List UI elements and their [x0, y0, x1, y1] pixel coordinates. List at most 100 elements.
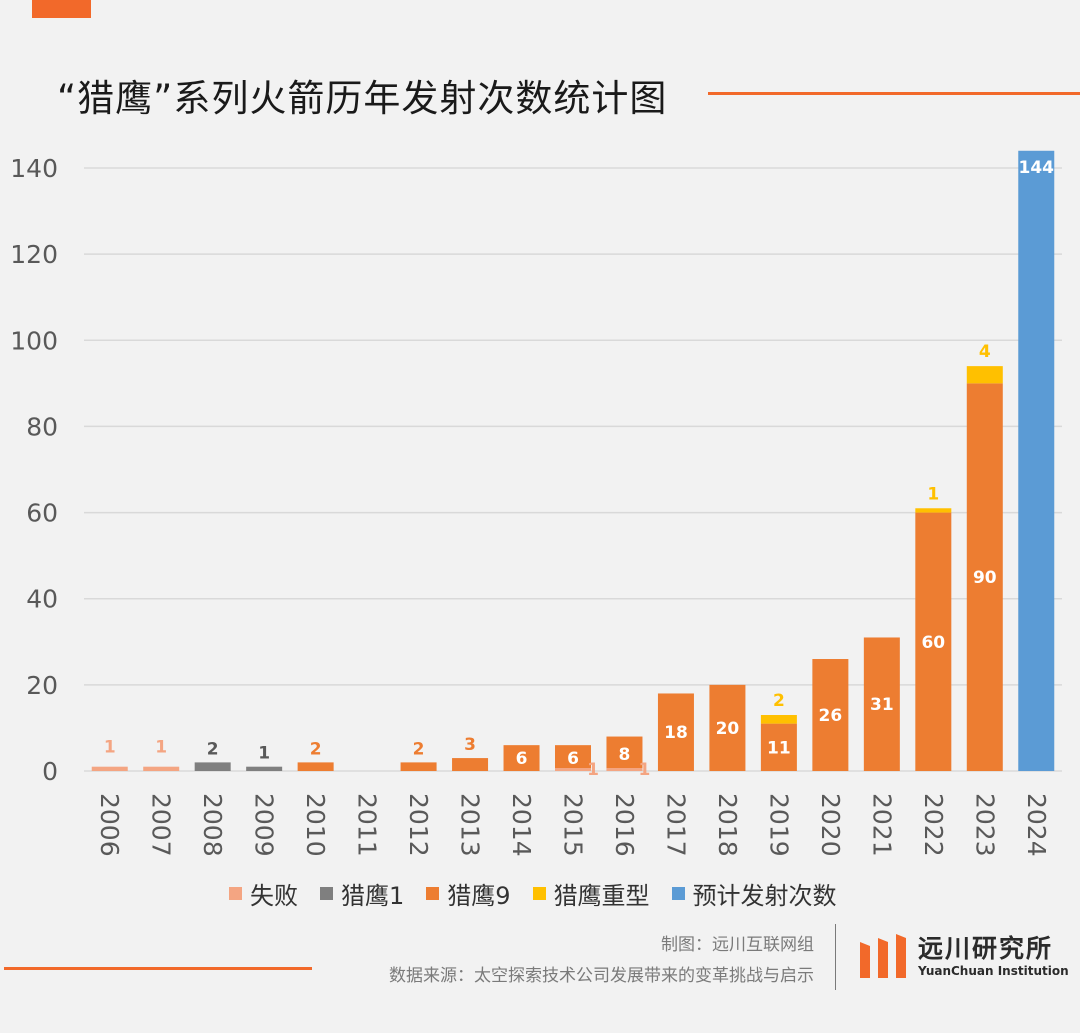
bar-falcon-heavy-2019	[760, 715, 797, 724]
x-tick-label: 2017	[661, 793, 690, 857]
legend-item-falcon9: 猎鹰9	[426, 876, 511, 911]
legend-item-falcon-heavy: 猎鹰重型	[532, 876, 650, 911]
chart-legend: 失败 猎鹰1 猎鹰9 猎鹰重型 预计发射次数	[229, 876, 859, 911]
data-label-falcon9: 11	[767, 738, 791, 758]
chart-title: “猎鹰”系列火箭历年发射次数统计图	[57, 77, 668, 120]
bar-forecast-2024	[1018, 150, 1055, 771]
x-tick-label: 2008	[198, 793, 227, 857]
data-label-failure: 1	[155, 738, 167, 758]
data-label-falcon-heavy: 1	[927, 484, 939, 504]
legend-swatch-falcon9	[426, 887, 440, 900]
yuanchuan-logo-icon	[860, 934, 906, 978]
legend-label-falcon-heavy: 猎鹰重型	[553, 882, 650, 910]
data-label-falcon9: 31	[870, 695, 894, 715]
title-rule	[708, 92, 1080, 95]
bar-failure-2016	[606, 768, 643, 771]
data-label-falcon1: 2	[207, 739, 219, 759]
bar-falcon9-2017	[657, 693, 694, 771]
y-tick-label: 0	[42, 757, 58, 786]
x-tick-label: 2014	[507, 793, 536, 857]
legend-swatch-falcon-heavy	[532, 887, 546, 900]
x-tick-label: 2015	[559, 793, 588, 857]
bar-falcon1-2008	[194, 762, 231, 771]
legend-label-falcon1: 猎鹰1	[341, 882, 405, 910]
data-label-falcon9: 3	[464, 735, 476, 755]
bar-falcon9-2015	[555, 745, 591, 771]
x-tick-label: 2022	[919, 793, 948, 857]
x-tick-label: 2010	[301, 793, 330, 857]
data-label-failure: 1	[104, 738, 116, 758]
bar-falcon9-2020	[812, 659, 849, 771]
data-label-falcon9: 6	[516, 749, 528, 769]
logo-name-cn: 远川研究所	[918, 934, 1054, 963]
data-label-falcon9: 20	[716, 719, 740, 739]
data-label-falcon9: 8	[619, 745, 631, 765]
y-tick-label: 20	[26, 671, 58, 700]
bar-falcon9-2012	[400, 762, 437, 771]
data-source: 数据来源：太空探索技术公司发展带来的变革挑战与启示	[389, 966, 814, 986]
bar-falcon9-2014	[503, 745, 540, 771]
bar-falcon-heavy-2022	[915, 508, 952, 513]
data-label-falcon1: 1	[258, 744, 270, 764]
bar-falcon9-2013	[452, 758, 489, 771]
y-tick-label: 120	[10, 240, 58, 269]
chart-credit: 制图：远川互联网组	[661, 935, 814, 955]
data-label-falcon-heavy: 4	[979, 342, 991, 362]
x-tick-label: 2023	[970, 793, 999, 857]
x-tick-label: 2016	[610, 793, 639, 857]
logo-name-en: YuanChuan Institution	[918, 964, 1069, 978]
brand-logo: 远川研究所 YuanChuan Institution	[858, 934, 1069, 980]
bar-falcon-heavy-2023	[966, 366, 1003, 384]
footer-rule	[4, 967, 312, 970]
y-tick-label: 60	[26, 499, 58, 528]
y-tick-label: 80	[26, 412, 58, 441]
bar-falcon9-2016	[606, 736, 643, 771]
bar-falcon1-2009	[246, 766, 283, 771]
data-label-falcon9: 90	[973, 568, 997, 588]
x-tick-label: 2013	[456, 793, 485, 857]
legend-item-falcon1: 猎鹰1	[320, 876, 404, 911]
x-tick-label: 2009	[250, 793, 279, 857]
x-tick-label: 2020	[816, 793, 845, 857]
legend-swatch-failure	[229, 887, 242, 900]
y-tick-label: 40	[26, 585, 58, 614]
legend-swatch-forecast	[671, 887, 685, 900]
legend-swatch-falcon1	[320, 887, 333, 900]
data-label-failure: 1	[587, 760, 599, 780]
x-tick-label: 2007	[147, 793, 176, 857]
x-tick-label: 2024	[1022, 793, 1051, 857]
footer-divider	[835, 924, 836, 990]
bar-falcon9-2021	[863, 637, 900, 771]
x-tick-label: 2021	[867, 793, 896, 857]
data-label-forecast: 144	[1019, 158, 1055, 178]
bar-falcon9-2022	[915, 512, 952, 771]
bar-falcon9-2010	[297, 762, 334, 771]
x-tick-label: 2012	[404, 793, 433, 857]
data-label-falcon9: 18	[664, 723, 688, 743]
data-label-falcon9: 6	[567, 749, 579, 769]
data-label-falcon9: 2	[413, 739, 425, 759]
corner-accent	[32, 0, 91, 18]
bar-failure-2006	[91, 766, 128, 771]
x-tick-label: 2006	[95, 793, 124, 857]
data-label-falcon9: 60	[921, 633, 945, 653]
y-tick-label: 100	[10, 326, 58, 355]
legend-item-failure: 失败	[229, 876, 298, 911]
x-tick-label: 2011	[353, 793, 382, 857]
data-label-falcon9: 26	[819, 706, 843, 726]
data-label-falcon9: 2	[310, 739, 322, 759]
bar-falcon9-2023	[966, 383, 1003, 771]
y-tick-label: 140	[10, 154, 58, 183]
x-tick-label: 2019	[764, 793, 793, 857]
legend-label-failure: 失败	[250, 882, 298, 910]
bar-failure-2007	[143, 766, 180, 771]
bar-falcon9-2019	[760, 723, 797, 771]
bar-falcon9-2018	[709, 684, 746, 771]
legend-label-forecast: 预计发射次数	[692, 882, 837, 910]
x-tick-label: 2018	[713, 793, 742, 857]
bar-failure-2015	[555, 768, 591, 771]
data-label-failure: 1	[639, 760, 651, 780]
legend-label-falcon9: 猎鹰9	[447, 882, 511, 910]
legend-item-forecast: 预计发射次数	[671, 876, 837, 911]
